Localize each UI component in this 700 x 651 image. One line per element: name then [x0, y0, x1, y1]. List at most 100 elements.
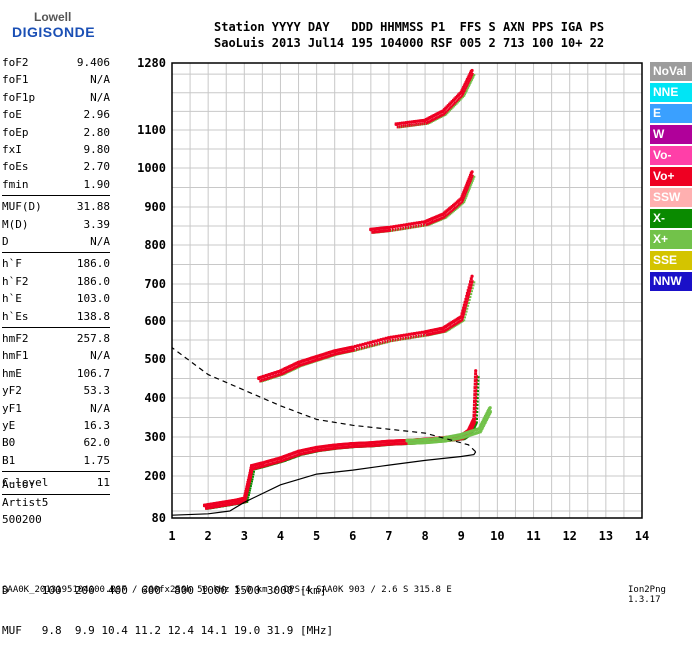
trace-point: [439, 114, 442, 118]
trace-point: [352, 445, 354, 449]
trace-point: [443, 439, 446, 443]
trace-point: [474, 420, 477, 424]
trace-point: [245, 497, 248, 501]
y-tick-label: 700: [144, 277, 166, 291]
trace-point: [463, 435, 465, 439]
trace-point: [400, 124, 403, 128]
trace-point: [443, 112, 446, 116]
param-label: foF2: [2, 56, 29, 69]
trace-point: [310, 450, 313, 454]
trace-point: [246, 478, 250, 482]
trace-point: [448, 211, 451, 215]
param-label: yF2: [2, 384, 22, 398]
trace-point: [446, 215, 449, 218]
trace-point: [446, 213, 449, 217]
trace-point: [244, 490, 248, 493]
trace-point: [464, 306, 467, 310]
trace-point: [306, 361, 309, 365]
trace-point: [474, 417, 477, 420]
trace-point: [472, 432, 475, 436]
trace-point: [379, 443, 382, 447]
trace-point: [428, 332, 431, 336]
trace-point: [432, 332, 434, 335]
trace-point: [301, 363, 304, 367]
trace-point: [435, 218, 438, 222]
trace-point: [251, 472, 253, 476]
trace-point: [314, 358, 317, 362]
trace-point: [454, 206, 456, 210]
trace-point: [259, 379, 262, 383]
trace-point: [337, 446, 340, 450]
param-row: foF2 9.406: [2, 56, 110, 72]
trace-point: [441, 439, 444, 443]
param-separator: [2, 252, 110, 254]
trace-point: [424, 224, 427, 227]
line-profile: [171, 451, 477, 516]
trace-point: [342, 445, 345, 449]
header-labels: Station YYYY DAY DDD HHMMSS P1 FFS S AXN…: [214, 20, 605, 34]
trace-point: [376, 443, 379, 447]
trace-point: [419, 335, 422, 338]
trace-point: [428, 440, 431, 444]
trace-point: [489, 410, 492, 414]
trace-point: [467, 82, 470, 86]
trace-point: [402, 124, 405, 128]
trace-point: [472, 403, 476, 407]
trace-point: [354, 349, 357, 352]
trace-point: [247, 494, 250, 496]
distance-row: D 100 200 400 600 800 1000 1500 3000 [km…: [2, 584, 327, 597]
trace-point: [245, 483, 249, 487]
trace-point: [371, 230, 374, 234]
trace-point: [398, 121, 402, 125]
trace-point: [398, 338, 401, 341]
trace-point: [452, 437, 455, 441]
param-row: h`E 103.0: [2, 292, 110, 308]
trace-point: [359, 348, 362, 351]
trace-point: [485, 411, 489, 415]
trace-point: [305, 361, 308, 365]
trace-point: [469, 289, 472, 293]
param-value: 2.80: [83, 125, 111, 139]
trace-point: [411, 226, 414, 229]
trace-point: [248, 484, 251, 487]
trace-point: [463, 94, 466, 97]
param-value: 31.88: [76, 200, 110, 214]
trace-point: [432, 220, 434, 224]
trace-point: [421, 119, 425, 122]
trace-point: [437, 440, 440, 444]
trace-point: [282, 371, 285, 375]
trace-point: [452, 208, 455, 211]
trace-point: [373, 343, 376, 347]
trace-point: [412, 335, 415, 339]
trace-point: [454, 323, 456, 327]
trace-point: [310, 360, 313, 364]
x-tick-label: 7: [385, 529, 392, 543]
trace-point: [308, 450, 311, 454]
trace-point: [426, 222, 429, 226]
legend-item: X+: [650, 230, 692, 249]
trace-point: [292, 367, 295, 370]
trace-point: [452, 103, 455, 107]
trace-point: [476, 375, 479, 379]
trace-point: [312, 450, 314, 453]
trace-point: [447, 327, 450, 331]
trace-point: [473, 375, 477, 379]
param-label: MUF(D): [2, 200, 42, 214]
trace-point: [393, 229, 396, 232]
param-row: yF2 53.3: [2, 384, 110, 400]
trace-point: [467, 304, 470, 307]
trace-point: [442, 439, 445, 443]
trace-point: [472, 75, 475, 78]
trace-point: [371, 340, 375, 344]
trace-point: [252, 475, 254, 478]
trace-point: [396, 122, 400, 126]
trace-point: [460, 195, 464, 199]
trace-point: [447, 108, 450, 112]
param-label: foF1: [2, 73, 29, 87]
trace-point: [415, 119, 419, 123]
trace-point: [469, 82, 472, 84]
trace-point: [277, 460, 280, 464]
trace-point: [425, 441, 428, 445]
trace-point: [305, 451, 308, 455]
param-row: foEs 2.70: [2, 160, 110, 176]
